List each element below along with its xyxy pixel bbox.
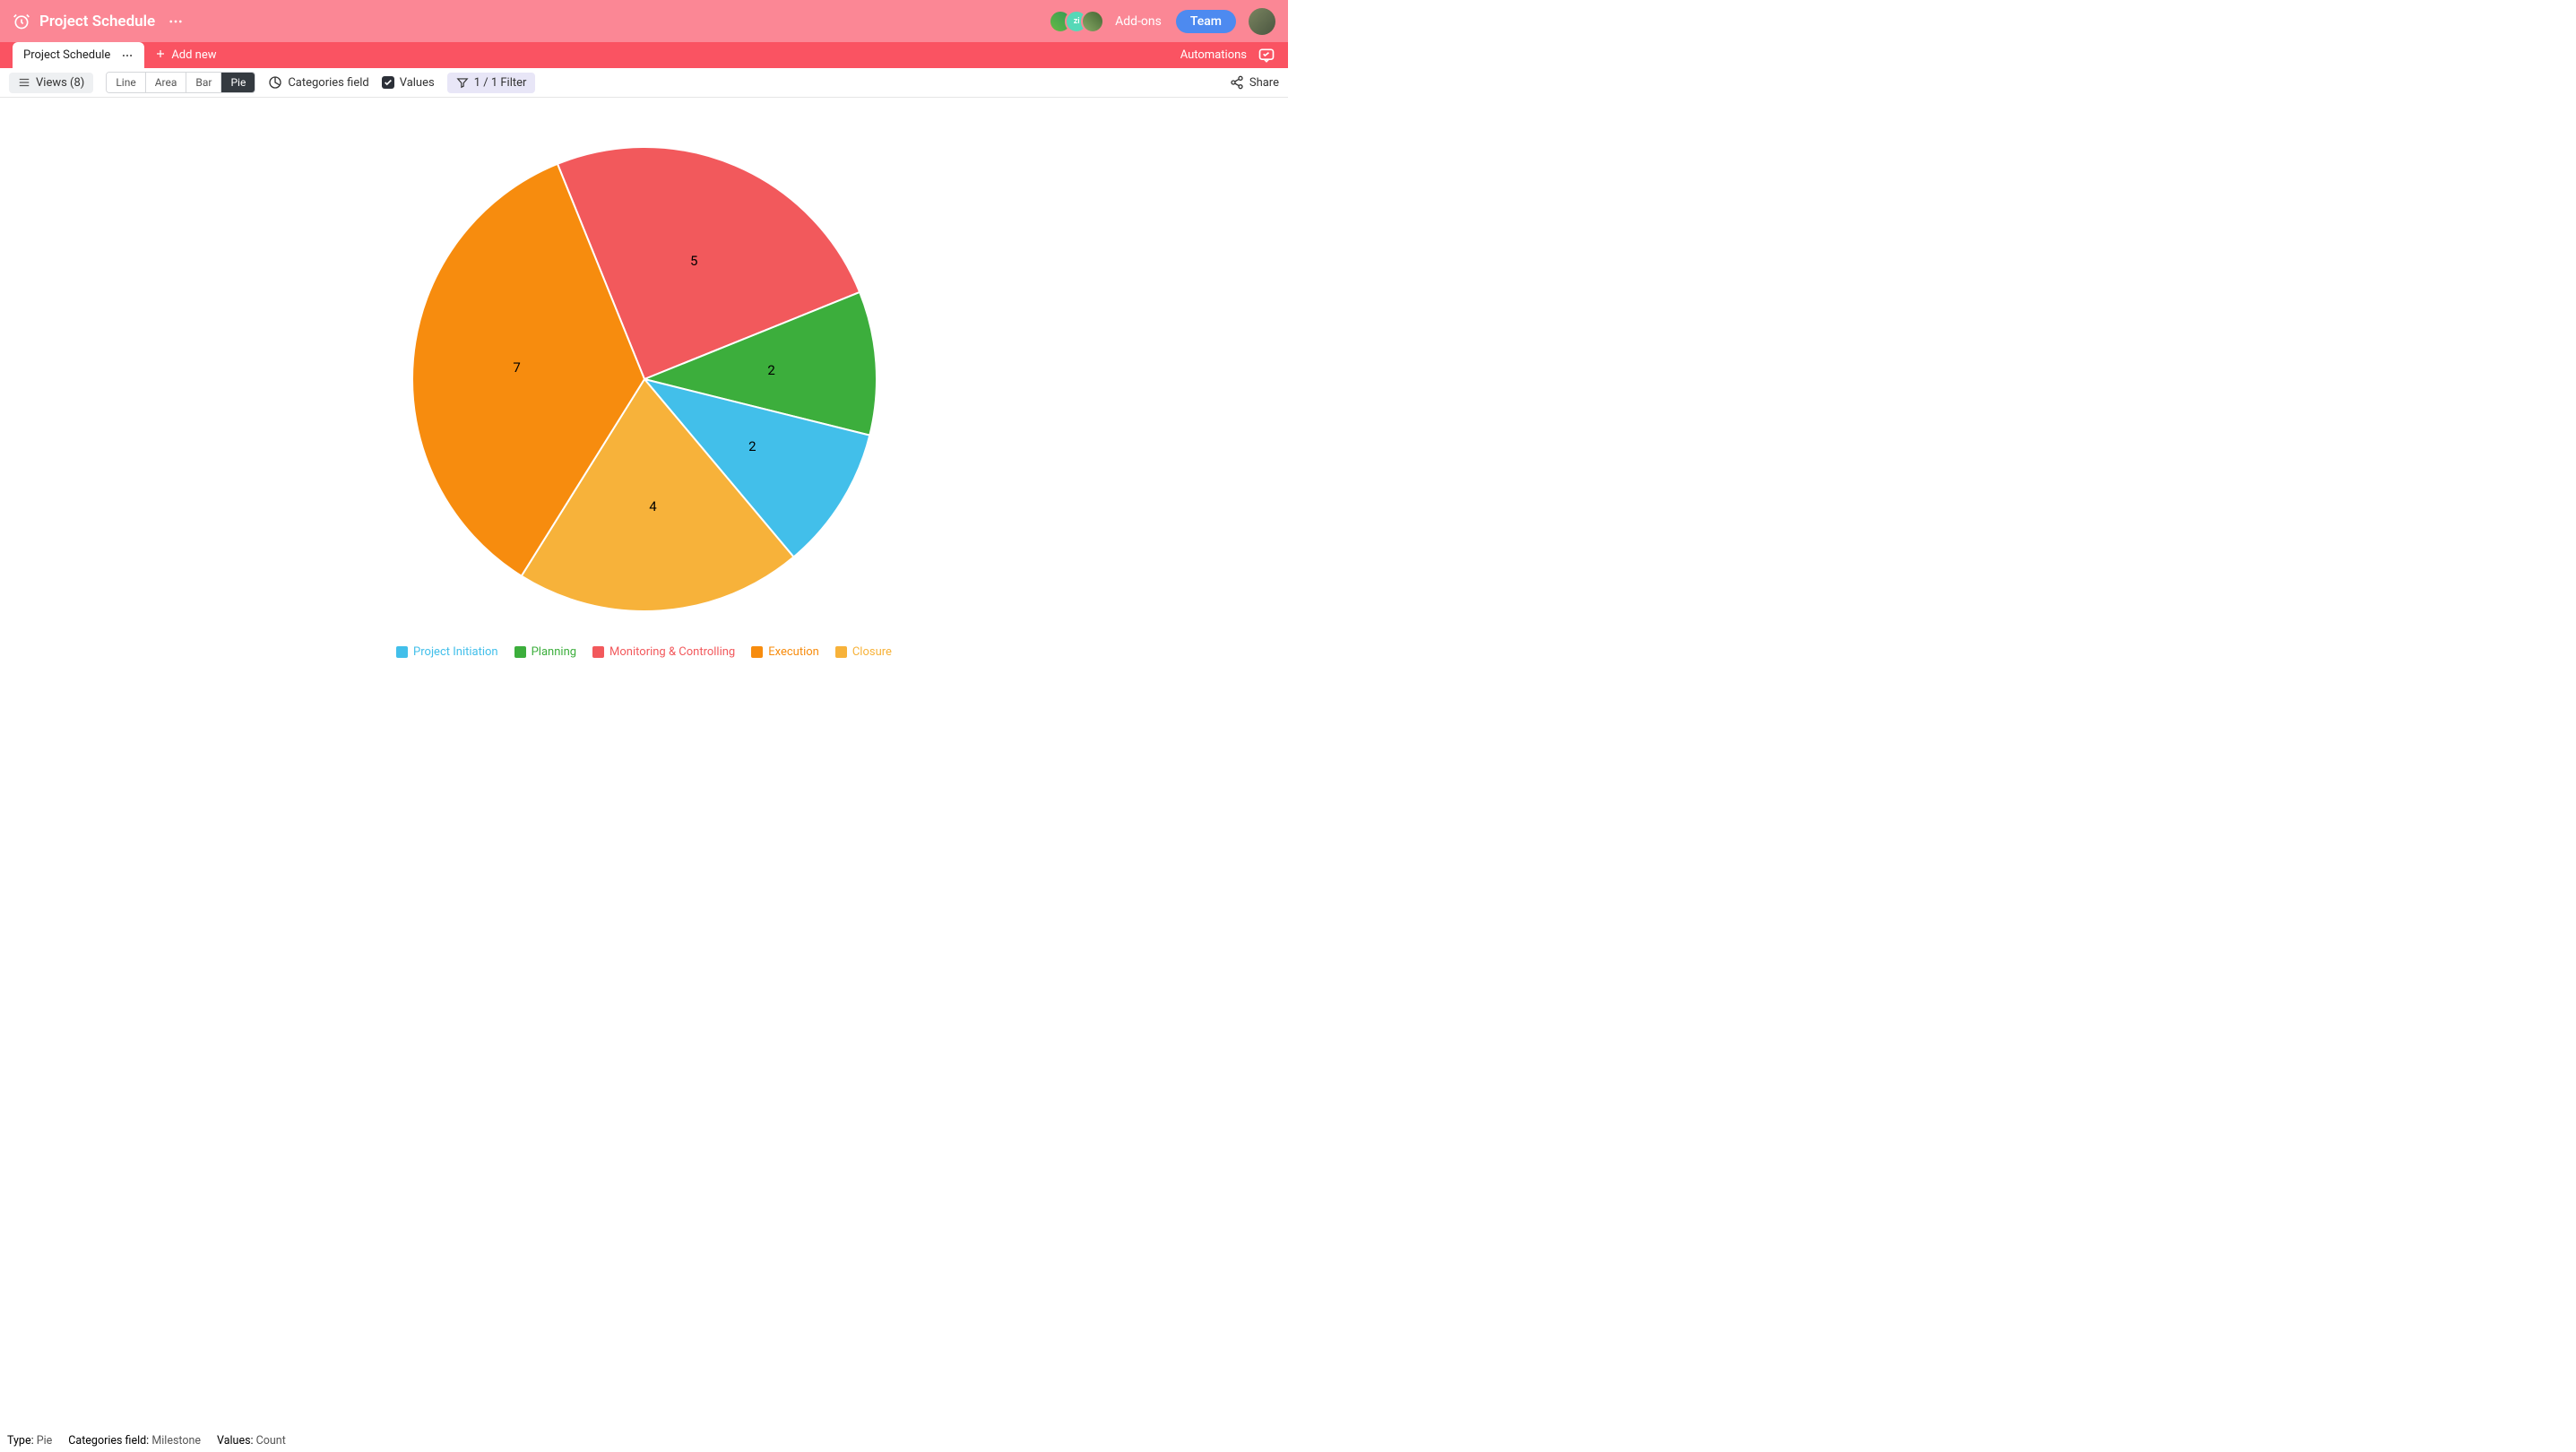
legend-item[interactable]: Closure	[835, 645, 892, 659]
legend-swatch	[751, 646, 763, 658]
addons-link[interactable]: Add-ons	[1115, 14, 1162, 29]
chart-type-bar[interactable]: Bar	[186, 73, 221, 92]
filter-label: 1 / 1 Filter	[474, 76, 527, 90]
title-more-icon[interactable]	[168, 13, 184, 30]
chart-type-area[interactable]: Area	[146, 73, 187, 92]
chart-type-group: LineAreaBarPie	[106, 72, 255, 93]
status-bar: Type: Pie Categories field: Milestone Va…	[0, 1429, 2576, 1452]
slice-value-label: 4	[649, 498, 656, 514]
share-label: Share	[1249, 76, 1279, 90]
legend-label: Monitoring & Controlling	[609, 645, 735, 659]
views-label: Views (8)	[36, 76, 84, 90]
tab-label: Project Schedule	[23, 48, 110, 62]
profile-avatar[interactable]	[1249, 8, 1275, 35]
values-button[interactable]: Values	[382, 76, 435, 90]
tab-more-icon[interactable]	[121, 49, 134, 62]
legend-item[interactable]: Execution	[751, 645, 819, 659]
legend-label: Closure	[852, 645, 892, 659]
toolbar: Views (8) LineAreaBarPie Categories fiel…	[0, 68, 1288, 98]
status-cat-value: Milestone	[151, 1434, 201, 1448]
tab-project-schedule[interactable]: Project Schedule	[13, 42, 144, 68]
top-header: Project Schedule zi Add-ons Team	[0, 0, 1288, 42]
slice-value-label: 2	[748, 438, 756, 454]
checkbox-icon	[382, 76, 394, 89]
status-type-label: Type:	[7, 1434, 34, 1448]
values-label: Values	[400, 76, 435, 90]
share-button[interactable]: Share	[1230, 75, 1279, 90]
presence-avatars[interactable]: zi	[1056, 10, 1104, 33]
chart-type-line[interactable]: Line	[107, 73, 145, 92]
status-type-value: Pie	[37, 1434, 53, 1448]
pie-chart: 5 2 2 4 7	[412, 147, 877, 611]
chat-icon[interactable]	[1258, 47, 1275, 65]
legend-swatch	[835, 646, 847, 658]
chart-type-pie[interactable]: Pie	[221, 73, 255, 92]
legend-swatch	[514, 646, 526, 658]
legend-swatch	[592, 646, 604, 658]
legend-label: Execution	[768, 645, 819, 659]
page-title: Project Schedule	[39, 13, 155, 30]
legend-item[interactable]: Project Initiation	[396, 645, 498, 659]
chart-area: 5 2 2 4 7 Project Initiation Planning Monitori…	[0, 98, 1288, 689]
status-val-label: Values:	[217, 1434, 254, 1448]
legend-swatch	[396, 646, 408, 658]
clock-icon	[13, 13, 30, 30]
views-button[interactable]: Views (8)	[9, 73, 93, 93]
slice-value-label: 5	[690, 253, 697, 269]
status-val-value: Count	[256, 1434, 286, 1448]
automations-link[interactable]: Automations	[1180, 48, 1247, 62]
chart-legend: Project Initiation Planning Monitoring & C…	[396, 645, 892, 659]
legend-item[interactable]: Planning	[514, 645, 576, 659]
status-cat-label: Categories field:	[68, 1434, 149, 1448]
categories-label: Categories field	[288, 76, 368, 90]
legend-label: Planning	[532, 645, 576, 659]
team-button[interactable]: Team	[1176, 10, 1236, 33]
add-new-label: Add new	[171, 48, 216, 62]
plus-icon	[155, 48, 166, 63]
legend-label: Project Initiation	[413, 645, 498, 659]
categories-field-button[interactable]: Categories field	[268, 75, 368, 90]
legend-item[interactable]: Monitoring & Controlling	[592, 645, 735, 659]
sub-header: Project Schedule Add new Automations	[0, 42, 1288, 68]
slice-value-label: 2	[767, 362, 774, 378]
slice-value-label: 7	[513, 359, 520, 376]
add-new-button[interactable]: Add new	[155, 48, 216, 63]
filter-button[interactable]: 1 / 1 Filter	[447, 73, 536, 93]
avatar	[1081, 10, 1104, 33]
